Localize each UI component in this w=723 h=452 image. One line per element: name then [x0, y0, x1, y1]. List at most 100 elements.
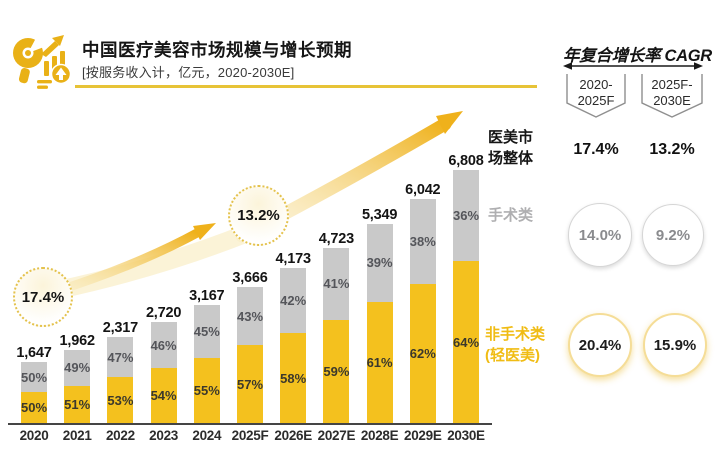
- cagr-panel-title: 年复合增长率 CAGR: [563, 47, 712, 65]
- legend-nonsurgical-line2: (轻医美): [485, 347, 540, 364]
- cagr-nonsurgical-2: 15.9%: [643, 313, 707, 377]
- legend-nonsurgical-line1: 非手术类: [485, 326, 546, 343]
- cagr-callout-value: 13.2%: [237, 207, 280, 224]
- bar-value-label: 6,808: [448, 153, 484, 169]
- cagr-surgical-1: 14.0%: [568, 203, 632, 267]
- analytics-logo-icon: [13, 35, 72, 89]
- x-axis-tick-label: 2023: [149, 428, 179, 443]
- nonsurgical-share-label: 53%: [107, 392, 134, 408]
- cagr-span-arrow: [563, 62, 703, 70]
- page-title: 中国医疗美容市场规模与增长预期: [82, 40, 352, 60]
- nonsurgical-share-label: 62%: [409, 345, 436, 361]
- bar-segment-surgical: 42%: [280, 267, 307, 333]
- cagr-overall-2: 13.2%: [649, 141, 695, 158]
- surgical-share-label: 46%: [150, 337, 177, 353]
- bar-segment-nonsurgical: 58%: [280, 333, 306, 423]
- bar-segment-surgical: 43%: [236, 286, 264, 346]
- bar-value-label: 1,962: [59, 333, 95, 350]
- nonsurgical-share-label: 51%: [64, 396, 91, 412]
- x-axis-tick-label: 2024: [192, 428, 222, 443]
- bar-segment-nonsurgical: 61%: [366, 301, 393, 423]
- bar-segment-nonsurgical: 64%: [453, 261, 479, 423]
- bar-segment-surgical: 46%: [150, 321, 177, 369]
- nonsurgical-share-label: 55%: [193, 383, 220, 399]
- period-1-line2: 2025F: [577, 93, 615, 108]
- period-label-1: 2020- 2025F: [566, 77, 626, 109]
- nonsurgical-share-label: 64%: [452, 334, 480, 350]
- big-arrow-head: [436, 111, 463, 134]
- bar-segment-surgical: 41%: [323, 247, 350, 320]
- bar-segment-surgical: 36%: [452, 170, 480, 262]
- period-banner-1: [566, 74, 626, 118]
- period-2-line2: 2030E: [653, 93, 691, 108]
- cagr-callout-2025-2030: 13.2%: [228, 185, 289, 246]
- nonsurgical-share-label: 58%: [280, 370, 307, 386]
- bar-segment-surgical: 39%: [367, 224, 393, 302]
- nonsurgical-share-label: 59%: [323, 363, 350, 379]
- x-axis-tick-label: 2022: [105, 428, 135, 443]
- surgical-share-label: 36%: [452, 208, 480, 224]
- x-axis-tick-label: 2027E: [317, 428, 356, 443]
- cagr-nonsurgical-1-value: 20.4%: [578, 336, 622, 354]
- nonsurgical-share-label: 61%: [366, 354, 393, 370]
- x-axis-line: [8, 423, 492, 425]
- surgical-share-label: 41%: [323, 276, 350, 291]
- bar-segment-nonsurgical: 59%: [323, 319, 350, 423]
- legend-nonsurgical: 非手术类 (轻医美): [485, 324, 555, 366]
- x-axis-tick-label: 2020: [19, 428, 49, 443]
- page-subtitle: [按服务收入计，亿元，2020-2030E]: [82, 65, 295, 80]
- small-arrow-head: [193, 223, 216, 240]
- bar-value-label: 6,042: [405, 181, 441, 198]
- bar-value-label: 2,317: [102, 319, 139, 336]
- bar-segment-nonsurgical: 54%: [151, 368, 177, 423]
- cagr-surgical-2-value: 9.2%: [655, 226, 691, 244]
- period-2-line1: 2025F-: [651, 77, 693, 92]
- nonsurgical-share-label: 54%: [150, 388, 177, 404]
- bar-segment-nonsurgical: 53%: [107, 377, 133, 423]
- bar-value-label: 1,647: [16, 344, 52, 361]
- header-divider: [75, 85, 537, 88]
- x-axis-tick-label: 2029E: [404, 428, 442, 443]
- nonsurgical-share-label: 57%: [236, 376, 264, 392]
- surgical-share-label: 42%: [280, 292, 307, 308]
- small-arrow-shaft: [55, 228, 202, 295]
- bar-segment-surgical: 38%: [409, 198, 436, 284]
- x-axis-tick-label: 2021: [62, 428, 92, 443]
- cagr-surgical-1-value: 14.0%: [578, 226, 622, 244]
- surgical-share-label: 45%: [193, 324, 220, 340]
- bar-segment-nonsurgical: 50%: [21, 392, 47, 423]
- bar-segment-nonsurgical: 55%: [194, 358, 220, 423]
- bar-value-label: 4,723: [318, 230, 355, 247]
- surgical-share-label: 38%: [409, 233, 436, 249]
- bar-segment-nonsurgical: 57%: [237, 345, 263, 423]
- cagr-overall-1: 17.4%: [573, 141, 619, 158]
- legend-market-total: 医美市场整体: [488, 129, 534, 167]
- bar-value-label: 3,666: [232, 269, 268, 286]
- legend-surgical: 手术类: [488, 207, 534, 224]
- bar-segment-surgical: 49%: [64, 350, 90, 386]
- surgical-share-label: 49%: [64, 360, 91, 376]
- bar-value-label: 5,349: [361, 207, 398, 224]
- surgical-share-label: 47%: [107, 349, 134, 365]
- bar-segment-nonsurgical: 51%: [64, 385, 91, 423]
- bar-value-label: 4,173: [275, 250, 311, 267]
- bar-segment-nonsurgical: 62%: [409, 283, 436, 423]
- cagr-nonsurgical-1: 20.4%: [568, 313, 632, 377]
- cagr-surgical-2: 9.2%: [642, 204, 704, 266]
- bar-segment-surgical: 50%: [20, 361, 48, 393]
- period-label-2: 2025F- 2030E: [641, 77, 703, 109]
- cagr-callout-2020-2025: 17.4%: [13, 267, 73, 327]
- bar-value-label: 2,720: [145, 304, 182, 321]
- x-axis-tick-label: 2025F: [231, 428, 269, 443]
- bar-segment-surgical: 45%: [193, 305, 220, 359]
- bar-value-label: 3,167: [189, 288, 225, 305]
- cagr-callout-value: 17.4%: [21, 288, 65, 306]
- surgical-share-label: 43%: [236, 308, 264, 324]
- period-1-line1: 2020-: [579, 77, 613, 92]
- x-axis-tick-label: 2026E: [274, 428, 312, 443]
- surgical-share-label: 50%: [20, 369, 48, 385]
- surgical-share-label: 39%: [366, 255, 393, 271]
- nonsurgical-share-label: 50%: [20, 400, 48, 416]
- x-axis-tick-label: 2028E: [360, 428, 399, 443]
